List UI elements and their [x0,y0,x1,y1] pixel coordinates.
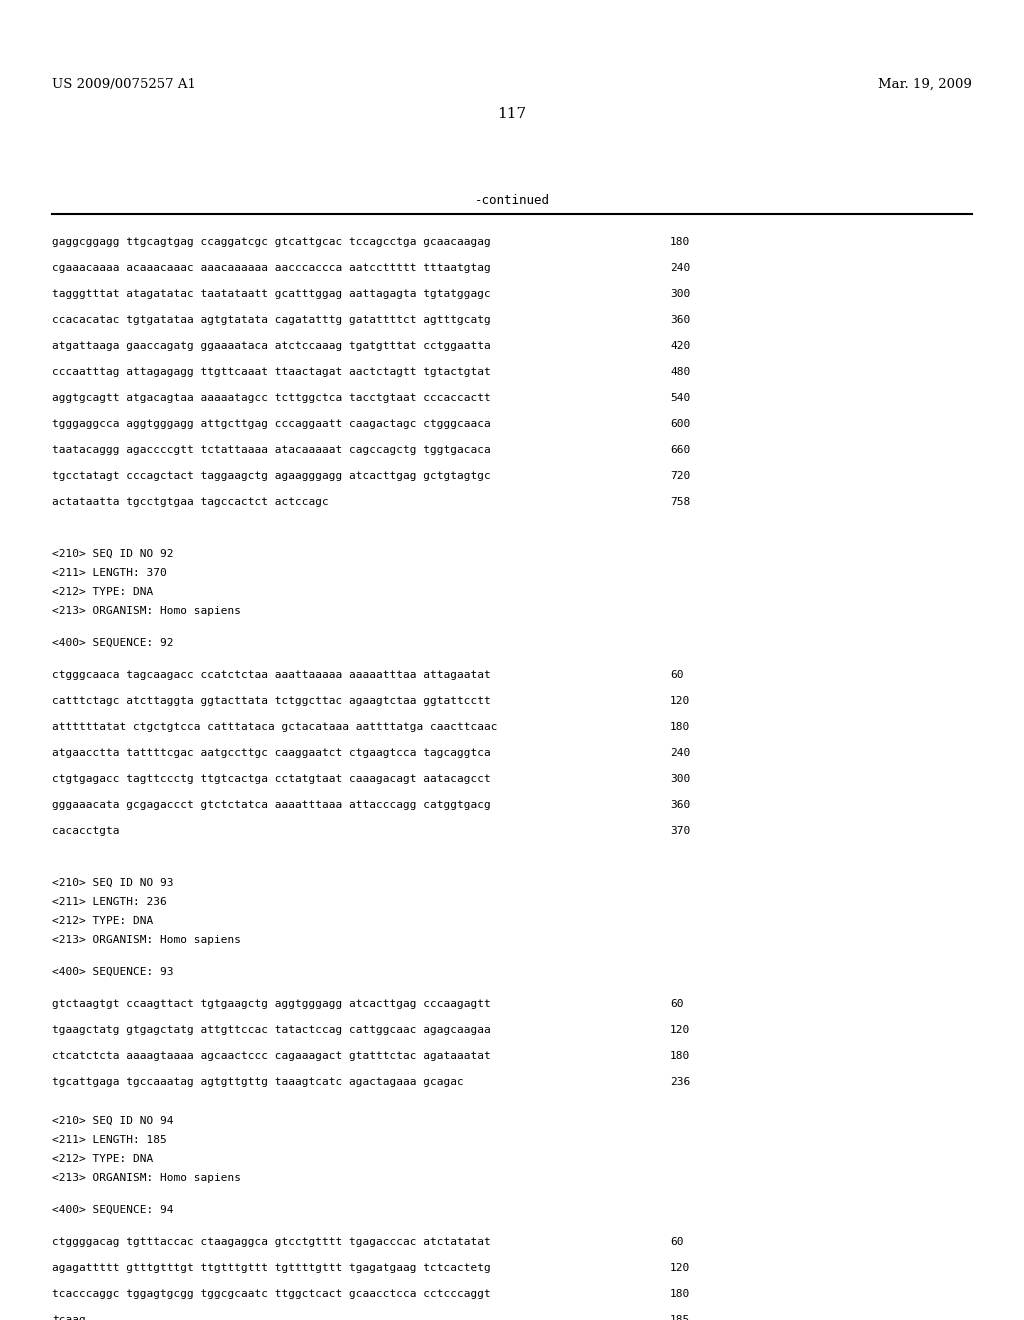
Text: 120: 120 [670,696,690,706]
Text: -continued: -continued [474,194,550,207]
Text: attttttatat ctgctgtcca catttataca gctacataaa aattttatga caacttcaac: attttttatat ctgctgtcca catttataca gctaca… [52,722,498,733]
Text: cccaatttag attagagagg ttgttcaaat ttaactagat aactctagtt tgtactgtat: cccaatttag attagagagg ttgttcaaat ttaacta… [52,367,490,378]
Text: 600: 600 [670,418,690,429]
Text: ccacacatac tgtgatataa agtgtatata cagatatttg gatattttct agtttgcatg: ccacacatac tgtgatataa agtgtatata cagatat… [52,315,490,325]
Text: 360: 360 [670,315,690,325]
Text: 185: 185 [670,1315,690,1320]
Text: <211> LENGTH: 185: <211> LENGTH: 185 [52,1135,167,1144]
Text: <213> ORGANISM: Homo sapiens: <213> ORGANISM: Homo sapiens [52,935,241,945]
Text: Mar. 19, 2009: Mar. 19, 2009 [879,78,972,91]
Text: 660: 660 [670,445,690,455]
Text: 360: 360 [670,800,690,810]
Text: tgaagctatg gtgagctatg attgttccac tatactccag cattggcaac agagcaagaa: tgaagctatg gtgagctatg attgttccac tatactc… [52,1026,490,1035]
Text: <212> TYPE: DNA: <212> TYPE: DNA [52,587,154,597]
Text: cacacctgta: cacacctgta [52,826,120,836]
Text: 180: 180 [670,722,690,733]
Text: tcacccaggc tggagtgcgg tggcgcaatc ttggctcact gcaacctcca cctcccaggt: tcacccaggc tggagtgcgg tggcgcaatc ttggctc… [52,1290,490,1299]
Text: 758: 758 [670,498,690,507]
Text: <400> SEQUENCE: 92: <400> SEQUENCE: 92 [52,638,173,648]
Text: actataatta tgcctgtgaa tagccactct actccagc: actataatta tgcctgtgaa tagccactct actccag… [52,498,329,507]
Text: 720: 720 [670,471,690,480]
Text: <210> SEQ ID NO 93: <210> SEQ ID NO 93 [52,878,173,888]
Text: <212> TYPE: DNA: <212> TYPE: DNA [52,916,154,927]
Text: cgaaacaaaa acaaacaaac aaacaaaaaa aacccaccca aatccttttt tttaatgtag: cgaaacaaaa acaaacaaac aaacaaaaaa aacccac… [52,263,490,273]
Text: <210> SEQ ID NO 92: <210> SEQ ID NO 92 [52,549,173,558]
Text: <400> SEQUENCE: 94: <400> SEQUENCE: 94 [52,1205,173,1214]
Text: <210> SEQ ID NO 94: <210> SEQ ID NO 94 [52,1115,173,1126]
Text: <213> ORGANISM: Homo sapiens: <213> ORGANISM: Homo sapiens [52,606,241,616]
Text: 180: 180 [670,1290,690,1299]
Text: 60: 60 [670,671,683,680]
Text: gaggcggagg ttgcagtgag ccaggatcgc gtcattgcac tccagcctga gcaacaagag: gaggcggagg ttgcagtgag ccaggatcgc gtcattg… [52,238,490,247]
Text: ctcatctcta aaaagtaaaa agcaactccc cagaaagact gtatttctac agataaatat: ctcatctcta aaaagtaaaa agcaactccc cagaaag… [52,1051,490,1061]
Text: 236: 236 [670,1077,690,1086]
Text: 240: 240 [670,263,690,273]
Text: 300: 300 [670,289,690,300]
Text: tagggtttat atagatatac taatataatt gcatttggag aattagagta tgtatggagc: tagggtttat atagatatac taatataatt gcatttg… [52,289,490,300]
Text: 180: 180 [670,1051,690,1061]
Text: 370: 370 [670,826,690,836]
Text: tgcattgaga tgccaaatag agtgttgttg taaagtcatc agactagaaa gcagac: tgcattgaga tgccaaatag agtgttgttg taaagtc… [52,1077,464,1086]
Text: tgcctatagt cccagctact taggaagctg agaagggagg atcacttgag gctgtagtgc: tgcctatagt cccagctact taggaagctg agaaggg… [52,471,490,480]
Text: 540: 540 [670,393,690,403]
Text: tcaag: tcaag [52,1315,86,1320]
Text: tgggaggcca aggtgggagg attgcttgag cccaggaatt caagactagc ctgggcaaca: tgggaggcca aggtgggagg attgcttgag cccagga… [52,418,490,429]
Text: 117: 117 [498,107,526,121]
Text: 60: 60 [670,1237,683,1247]
Text: taatacaggg agaccccgtt tctattaaaa atacaaaaat cagccagctg tggtgacaca: taatacaggg agaccccgtt tctattaaaa atacaaa… [52,445,490,455]
Text: 240: 240 [670,748,690,758]
Text: 180: 180 [670,238,690,247]
Text: ctgtgagacc tagttccctg ttgtcactga cctatgtaat caaagacagt aatacagcct: ctgtgagacc tagttccctg ttgtcactga cctatgt… [52,774,490,784]
Text: US 2009/0075257 A1: US 2009/0075257 A1 [52,78,196,91]
Text: 300: 300 [670,774,690,784]
Text: <212> TYPE: DNA: <212> TYPE: DNA [52,1154,154,1164]
Text: gggaaacata gcgagaccct gtctctatca aaaatttaaa attacccagg catggtgacg: gggaaacata gcgagaccct gtctctatca aaaattt… [52,800,490,810]
Text: 420: 420 [670,341,690,351]
Text: 120: 120 [670,1263,690,1272]
Text: 480: 480 [670,367,690,378]
Text: atgattaaga gaaccagatg ggaaaataca atctccaaag tgatgtttat cctggaatta: atgattaaga gaaccagatg ggaaaataca atctcca… [52,341,490,351]
Text: <211> LENGTH: 236: <211> LENGTH: 236 [52,898,167,907]
Text: 60: 60 [670,999,683,1008]
Text: atgaacctta tattttcgac aatgccttgc caaggaatct ctgaagtcca tagcaggtca: atgaacctta tattttcgac aatgccttgc caaggaa… [52,748,490,758]
Text: <213> ORGANISM: Homo sapiens: <213> ORGANISM: Homo sapiens [52,1173,241,1183]
Text: <400> SEQUENCE: 93: <400> SEQUENCE: 93 [52,968,173,977]
Text: ctggggacag tgtttaccac ctaagaggca gtcctgtttt tgagacccac atctatatat: ctggggacag tgtttaccac ctaagaggca gtcctgt… [52,1237,490,1247]
Text: ctgggcaaca tagcaagacc ccatctctaa aaattaaaaa aaaaatttaa attagaatat: ctgggcaaca tagcaagacc ccatctctaa aaattaa… [52,671,490,680]
Text: <211> LENGTH: 370: <211> LENGTH: 370 [52,568,167,578]
Text: agagattttt gtttgtttgt ttgtttgttt tgttttgttt tgagatgaag tctcactetg: agagattttt gtttgtttgt ttgtttgttt tgttttg… [52,1263,490,1272]
Text: catttctagc atcttaggta ggtacttata tctggcttac agaagtctaa ggtattcctt: catttctagc atcttaggta ggtacttata tctggct… [52,696,490,706]
Text: aggtgcagtt atgacagtaa aaaaatagcc tcttggctca tacctgtaat cccaccactt: aggtgcagtt atgacagtaa aaaaatagcc tcttggc… [52,393,490,403]
Text: 120: 120 [670,1026,690,1035]
Text: gtctaagtgt ccaagttact tgtgaagctg aggtgggagg atcacttgag cccaagagtt: gtctaagtgt ccaagttact tgtgaagctg aggtggg… [52,999,490,1008]
